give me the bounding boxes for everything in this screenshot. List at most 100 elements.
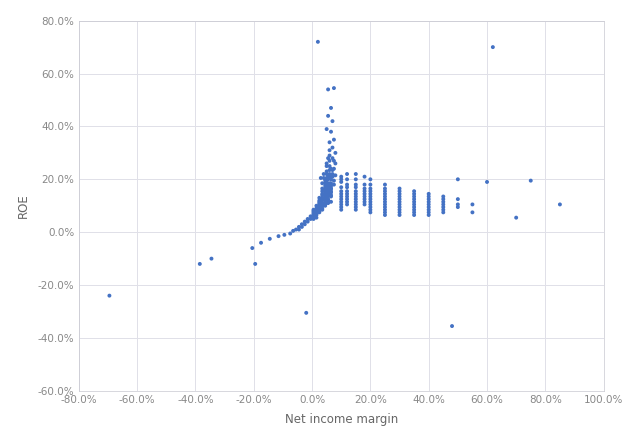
Point: [336, 184, 346, 191]
Point: [452, 196, 463, 203]
Point: [351, 184, 361, 191]
Point: [320, 180, 330, 187]
Point: [319, 171, 329, 178]
Point: [317, 194, 328, 202]
Point: [311, 211, 321, 218]
Point: [320, 193, 330, 200]
Point: [308, 206, 319, 213]
Point: [323, 192, 333, 199]
Point: [317, 188, 328, 195]
Point: [321, 168, 332, 175]
Point: [323, 198, 333, 205]
Point: [297, 221, 307, 228]
Point: [314, 209, 324, 216]
Point: [326, 189, 336, 196]
Point: [308, 209, 319, 216]
Point: [326, 172, 336, 179]
Point: [424, 193, 434, 200]
Point: [394, 211, 404, 218]
Point: [555, 201, 565, 208]
Point: [323, 192, 333, 199]
Point: [326, 193, 336, 200]
Point: [317, 180, 328, 187]
Point: [351, 206, 361, 213]
Point: [452, 176, 463, 183]
Point: [311, 206, 321, 213]
Point: [320, 185, 330, 192]
Point: [323, 187, 333, 194]
Point: [394, 193, 404, 200]
Point: [329, 181, 339, 188]
Point: [320, 194, 330, 202]
Point: [305, 213, 316, 220]
Point: [265, 235, 275, 242]
Point: [247, 245, 257, 252]
Point: [250, 260, 260, 268]
Point: [351, 188, 361, 195]
Point: [365, 203, 376, 210]
Point: [438, 193, 449, 200]
Point: [351, 193, 361, 200]
Point: [326, 105, 336, 112]
Point: [467, 209, 477, 216]
Point: [311, 209, 321, 216]
Point: [324, 139, 335, 146]
Point: [365, 181, 376, 188]
Point: [394, 209, 404, 216]
Point: [326, 188, 336, 195]
Point: [409, 209, 419, 216]
Point: [320, 201, 330, 208]
Point: [317, 201, 328, 208]
Point: [279, 231, 289, 238]
Point: [360, 185, 370, 192]
Point: [394, 206, 404, 213]
Point: [327, 155, 337, 162]
Point: [438, 196, 449, 203]
Point: [316, 175, 326, 182]
Point: [326, 165, 336, 172]
Point: [409, 211, 419, 218]
Point: [317, 185, 328, 192]
Point: [329, 157, 339, 164]
Point: [351, 176, 361, 183]
Point: [351, 181, 361, 188]
Point: [360, 173, 370, 180]
Point: [320, 202, 330, 209]
Point: [380, 181, 390, 188]
Point: [324, 163, 335, 170]
Point: [380, 193, 390, 200]
Point: [314, 206, 324, 213]
Point: [324, 147, 335, 154]
Point: [324, 173, 335, 180]
Point: [314, 202, 324, 209]
Point: [380, 201, 390, 208]
Point: [409, 196, 419, 203]
Point: [320, 189, 330, 196]
Point: [365, 193, 376, 200]
Point: [317, 197, 328, 204]
Point: [409, 206, 419, 213]
Point: [314, 205, 324, 212]
Point: [424, 211, 434, 218]
Point: [321, 179, 332, 186]
Y-axis label: ROE: ROE: [17, 194, 29, 218]
Point: [351, 198, 361, 205]
Point: [320, 188, 330, 195]
Point: [336, 193, 346, 200]
Point: [488, 43, 498, 51]
Point: [409, 198, 419, 205]
Point: [394, 196, 404, 203]
Point: [317, 190, 328, 198]
Point: [336, 203, 346, 210]
Point: [511, 214, 522, 221]
Point: [365, 196, 376, 203]
Point: [365, 201, 376, 208]
Point: [351, 190, 361, 198]
Point: [424, 190, 434, 198]
Point: [323, 199, 333, 206]
Point: [324, 171, 335, 178]
Point: [380, 188, 390, 195]
Point: [311, 210, 321, 217]
Point: [195, 260, 205, 268]
Point: [323, 188, 333, 195]
